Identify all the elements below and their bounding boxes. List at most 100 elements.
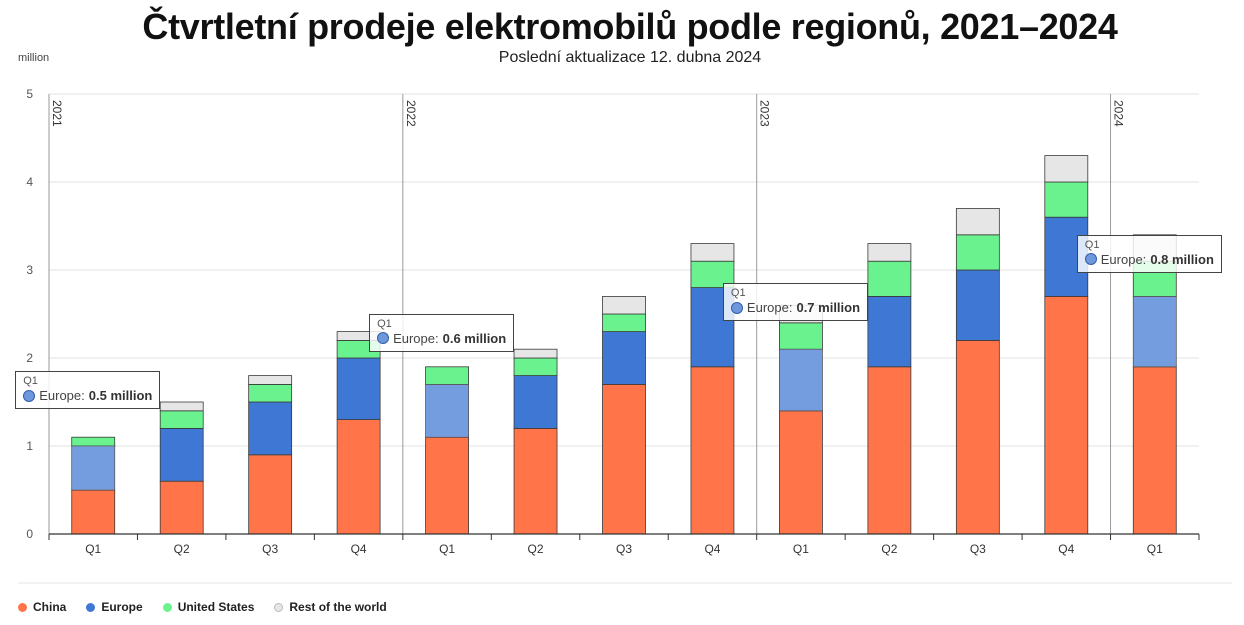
bar-united-states [159,410,204,429]
bar-united-states [248,383,293,403]
x-tick-label: Q4 [704,542,720,556]
legend-label-europe: Europe [101,600,143,614]
x-tick-label: Q3 [262,542,278,556]
y-tick-label: 2 [26,351,33,365]
tooltip-europe-dot-icon [730,301,743,314]
x-tick-label: Q2 [881,542,897,556]
tooltip-europe: Q1 Europe: 0.5 million [15,371,161,409]
bar-europe [867,295,912,368]
bar-china [513,427,558,535]
tooltip-series-label: Europe: [746,300,793,315]
bar-china [602,383,646,535]
bar-china [248,454,293,535]
tooltip-europe-dot-icon [377,332,390,345]
legend-item-europe[interactable]: Europe [86,600,143,614]
legend-item-china[interactable]: China [18,600,66,614]
bar-china [690,366,735,535]
tooltip-quarter: Q1 [730,287,746,299]
y-tick-label: 1 [26,439,33,453]
x-tick-label: Q1 [1147,542,1163,556]
bar-china [779,410,823,535]
legend-label-united-states: United States [177,600,255,614]
x-tick-label: Q3 [616,542,632,556]
bar-united-states [602,313,646,333]
bar-europe-highlight [425,384,469,438]
bar-united-states [513,357,558,377]
tooltip-row: Europe: 0.5 million [23,388,152,403]
y-tick-label: 0 [26,527,33,541]
tooltip-value: 0.7 million [796,300,861,315]
y-axis-unit-label: million [18,52,50,64]
bar-europe [336,357,381,420]
chart-subtitle: Poslední aktualizace 12. dubna 2024 [498,49,762,66]
bar-rest-of-the-world [602,295,646,315]
chart-title: Čtvrtletní prodeje elektromobilů podle r… [142,6,1118,47]
x-tick-label: Q3 [970,542,986,556]
year-label: 2022 [404,100,418,127]
year-label: 2021 [50,100,64,127]
tooltip-europe-dot-icon [23,389,36,402]
tooltip-europe: Q1 Europe: 0.8 million [1076,234,1222,273]
tooltip-quarter: Q1 [23,375,38,387]
bar-europe [1132,295,1177,368]
tooltip-value: 0.8 million [1150,251,1214,267]
tooltip-series-label: Europe: [1100,251,1147,267]
legend-swatch-europe [86,602,96,612]
bar-china [71,489,116,535]
x-tick-label: Q2 [174,542,190,556]
tooltip-row: Europe: 0.6 million [377,331,506,346]
bar-europe [513,375,558,429]
year-label: 2023 [758,100,772,127]
tooltip-value: 0.6 million [442,330,507,346]
tooltip-value: 0.5 million [88,388,153,403]
tooltip-quarter: Q1 [1084,238,1100,251]
legend-swatch-china [18,602,27,612]
bar-china [1044,295,1089,535]
bar-europe [602,331,646,385]
y-tick-label: 3 [26,263,33,277]
x-tick-label: Q4 [351,542,367,556]
bar-china [1132,366,1177,535]
bar-europe [71,445,116,491]
year-label: 2024 [1112,100,1126,127]
tooltip-europe: Q1 Europe: 0.7 million [722,283,869,321]
bar-rest-of-the-world [690,243,735,262]
bar-rest-of-the-world [867,243,912,262]
legend-item-united-states[interactable]: United States [162,600,255,614]
bar-rest-of-the-world [159,401,204,412]
bar-united-states [1044,181,1089,218]
bar-europe [425,383,469,438]
bar-china [955,339,1000,535]
legend-label-china: China [33,600,67,614]
y-tick-label: 5 [26,87,33,101]
tooltip-quarter: Q1 [377,317,392,330]
legend-label-rest-of-world: Rest of the world [289,600,387,614]
bar-china [336,419,381,535]
x-tick-label: Q1 [85,542,101,556]
legend-swatch-united-states [162,602,172,612]
tooltip-series-label: Europe: [39,388,85,403]
bar-europe-highlight [1133,296,1177,367]
bar-rest-of-the-world [955,207,1000,236]
bar-europe-highlight [71,446,115,490]
bar-europe [248,401,293,456]
y-tick-label: 4 [26,175,33,189]
bar-europe [955,269,1000,341]
x-tick-label: Q4 [1058,542,1074,556]
bar-united-states [955,234,1000,271]
bar-rest-of-the-world [513,348,558,359]
tooltip-europe: Q1 Europe: 0.6 million [369,313,515,352]
bar-rest-of-the-world [1044,155,1089,183]
legend-item-rest-of-world[interactable]: Rest of the world [274,600,387,614]
bar-china [159,480,204,535]
bar-europe-highlight [779,349,823,411]
bar-united-states [425,366,469,385]
x-tick-label: Q1 [439,542,455,556]
legend-swatch-rest-of-world [274,602,284,612]
tooltip-row: Europe: 0.8 million [1084,251,1214,267]
bar-europe [779,348,823,412]
legend: China Europe United States Rest of the w… [18,600,387,614]
tooltip-row: Europe: 0.7 million [730,300,861,315]
bar-united-states [867,260,912,297]
